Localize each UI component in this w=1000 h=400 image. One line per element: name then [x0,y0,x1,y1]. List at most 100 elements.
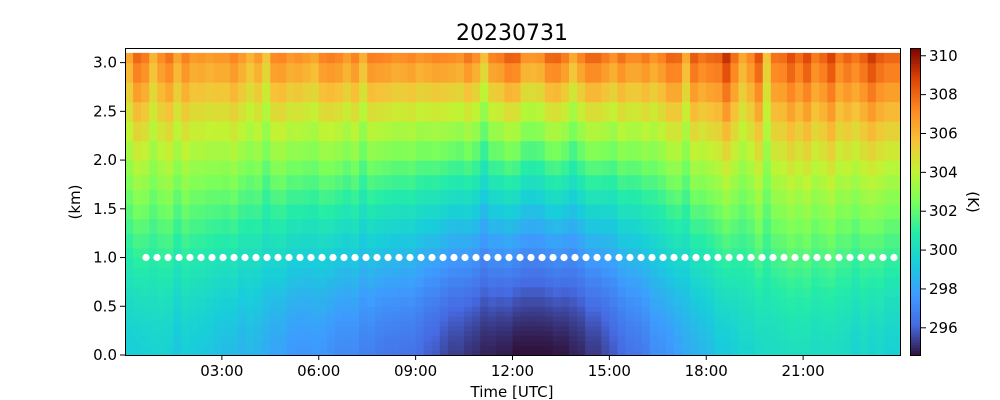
heatmap-cell [875,325,885,332]
heatmap-cell [399,62,409,83]
heatmap-cell [601,345,610,351]
heatmap-cell [310,82,320,103]
heatmap-cell [682,218,691,234]
heatmap-cell [665,160,675,176]
heatmap-cell [641,335,651,341]
heatmap-cell [133,335,142,341]
heatmap-cell [310,101,320,122]
heatmap-cell [431,121,441,142]
heatmap-cell [246,267,255,278]
heatmap-cell [552,335,562,341]
heatmap-cell [569,140,578,161]
heatmap-cell [665,277,675,288]
heatmap-cell [803,296,812,307]
heatmap-cell [213,247,223,259]
heatmap-cell [544,286,554,298]
heatmap-cell [803,286,812,298]
heatmap-cell [633,218,643,234]
heatmap-cell [520,277,530,288]
heatmap-cell [843,233,853,249]
heatmap-cell [197,218,207,234]
heatmap-cell [431,311,441,317]
heatmap-cell [649,247,659,259]
heatmap-cell [754,335,764,341]
heatmap-cell [512,277,522,288]
heatmap-cell [601,286,610,298]
heatmap-cell [189,189,199,205]
heatmap-cell [552,233,562,249]
heatmap-cell [690,160,699,176]
heatmap-cell [819,52,828,64]
heatmap-cell [359,189,368,205]
heatmap-cell [496,330,506,337]
heatmap-cell [472,277,481,288]
heatmap-cell [367,277,376,288]
heatmap-cell [246,277,255,288]
colorbar-segment [910,234,921,238]
heatmap-cell [657,140,667,161]
heatmap-cell [488,267,497,278]
heatmap-cell [577,345,586,351]
heatmap-cell [407,174,417,190]
heatmap-cell [504,296,514,307]
colorbar-segment [910,86,921,90]
heatmap-cell [867,340,877,346]
heatmap-cell [641,320,651,327]
heatmap-cell [577,330,586,337]
heatmap-cell [803,340,812,346]
heatmap-cell [496,340,506,346]
heatmap-cell [746,160,756,176]
heatmap-cell [254,277,263,288]
heatmap-cell [754,296,764,307]
heatmap-cell [819,247,828,259]
heatmap-cell [811,160,820,176]
heatmap-cell [189,320,199,327]
heatmap-cell [302,257,312,268]
heatmap-cell [318,325,328,332]
colorbar-segment [910,106,921,110]
heatmap-cell [682,311,691,317]
heatmap-cell [496,267,506,278]
heatmap-cell [278,296,288,307]
heatmap-cell [601,174,610,190]
heatmap-cell [254,121,263,142]
heatmap-cell [375,218,384,234]
colorbar-tick-label: 296 [929,319,958,337]
heatmap-cell [504,286,514,298]
heatmap-cell [238,121,247,142]
heatmap-cell [213,306,223,312]
heatmap-cell [246,189,255,205]
heatmap-cell [843,140,853,161]
heatmap-cell [859,316,869,322]
heatmap-cell [334,121,344,142]
heatmap-cell [803,160,812,176]
heatmap-cell [326,218,336,234]
heatmap-cell [270,267,279,278]
heatmap-cell [665,174,675,190]
heatmap-cell [399,316,409,322]
heatmap-cell [617,62,627,83]
heatmap-cell [560,203,570,220]
heatmap-cell [496,311,506,317]
heatmap-cell [133,62,142,83]
heatmap-cell [165,247,175,259]
heatmap-cell [213,296,223,307]
heatmap-cell [375,345,384,351]
heatmap-cell [560,335,570,341]
heatmap-cell [698,218,707,234]
heatmap-cell [560,257,570,268]
heatmap-cell [682,247,691,259]
heatmap-cell [577,203,586,220]
heatmap-cell [673,247,683,259]
heatmap-cell [504,101,514,122]
heatmap-cell [569,247,578,259]
heatmap-cell [867,160,877,176]
heatmap-cell [488,340,497,346]
heatmap-cell [141,233,150,249]
heatmap-cell [698,82,707,103]
heatmap-cell [407,335,417,341]
heatmap-cell [552,345,562,351]
heatmap-cell [383,277,392,288]
colorbar-segment [910,255,921,259]
heatmap-cell [552,160,562,176]
